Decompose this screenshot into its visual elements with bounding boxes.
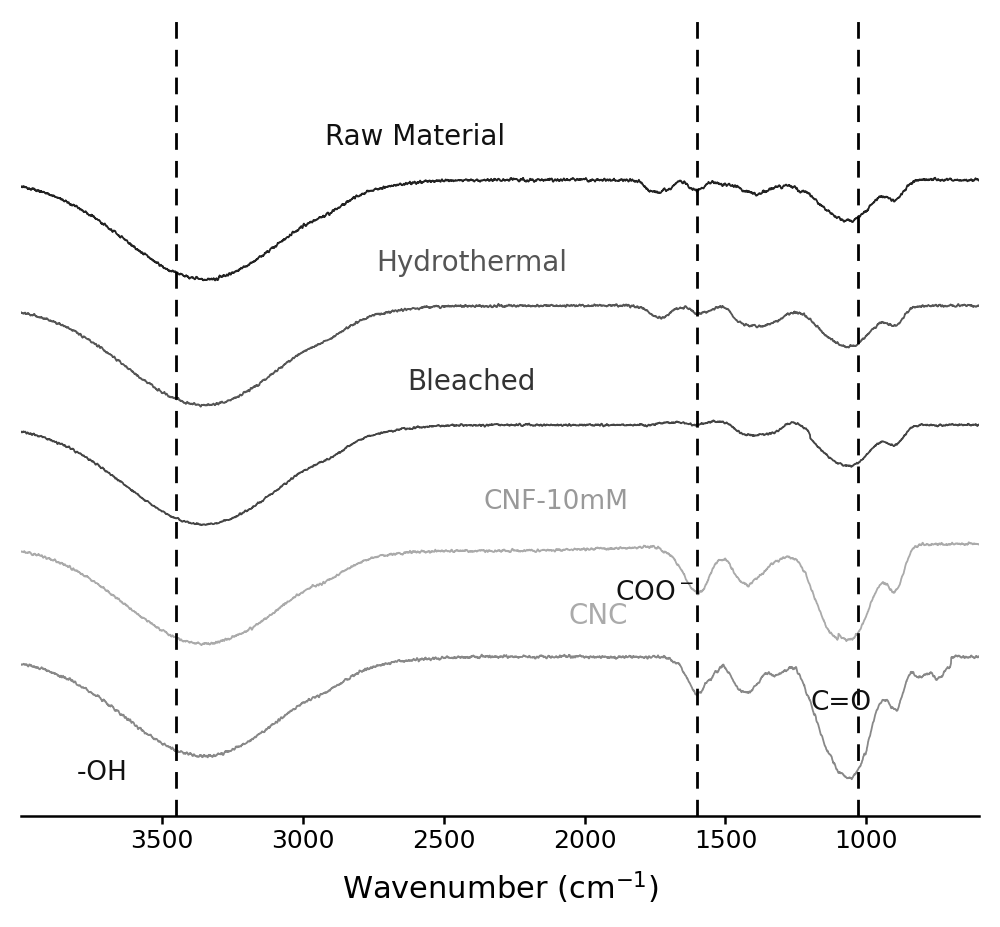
Text: COO$^-$: COO$^-$ xyxy=(615,580,694,606)
Text: Raw Material: Raw Material xyxy=(325,122,506,151)
X-axis label: Wavenumber (cm$^{-1}$): Wavenumber (cm$^{-1}$) xyxy=(342,870,658,907)
Text: Hydrothermal: Hydrothermal xyxy=(376,248,567,276)
Text: -OH: -OH xyxy=(77,760,128,786)
Text: CNC: CNC xyxy=(569,603,628,630)
Text: Bleached: Bleached xyxy=(408,368,536,396)
Text: C=O: C=O xyxy=(810,691,871,717)
Text: CNF-10mM: CNF-10mM xyxy=(484,489,629,515)
